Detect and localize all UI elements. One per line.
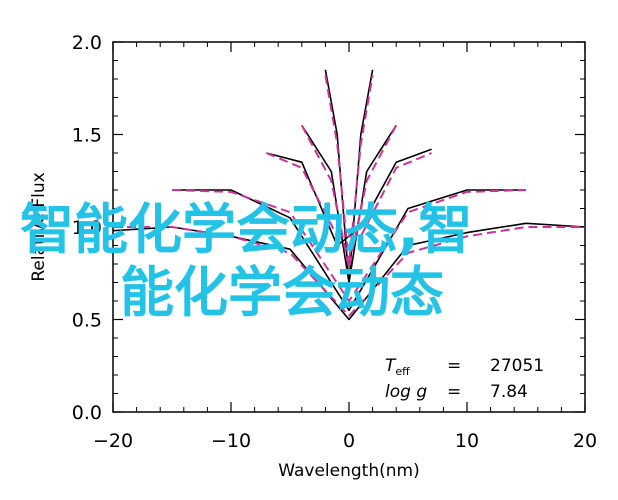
y-tick-label: 0.5 [72,310,102,332]
x-tick-label: −20 [93,430,133,452]
teff-subscript: eff [395,365,410,378]
y-axis-title: Relative Flux [29,172,49,281]
tick-labels: −20 −10 0 10 20 0.0 0.5 1.0 1.5 2.0 [72,32,597,452]
y-tick-label: 2.0 [72,32,102,54]
teff-value: 27051 [490,356,544,376]
x-axis-title: Wavelength(nm) [278,461,419,481]
y-tick-label: 1.5 [72,125,102,147]
model-profile-4 [324,75,374,265]
teff-equals: = [447,356,461,376]
watermark-line2: 能化学会动态 [120,261,444,324]
observed-profile-1 [172,189,526,312]
x-tick-label: 10 [455,430,479,452]
x-tick-label: 20 [573,430,597,452]
model-profile-0 [113,226,585,317]
logg-label: log g [385,382,427,402]
logg-value: 7.84 [490,382,528,402]
teff-label: T [385,356,397,376]
x-tick-label: 0 [343,430,355,452]
watermark-line1: 智能化学会动态,智 [20,198,473,261]
annotation-logg: log g = 7.84 [385,382,528,402]
model-profile-2 [266,152,432,238]
logg-equals: = [447,382,461,402]
series-group [112,69,586,321]
axis-ticks [112,41,586,413]
svg-text:Teff: Teff [385,356,410,378]
x-tick-label: −10 [211,430,251,452]
y-tick-label: 0.0 [72,402,102,424]
annotation-teff: Teff = 27051 [385,356,544,378]
model-profile-1 [171,189,527,302]
y-tick-label: 1.0 [72,217,102,239]
observed-profile-4 [324,69,374,284]
